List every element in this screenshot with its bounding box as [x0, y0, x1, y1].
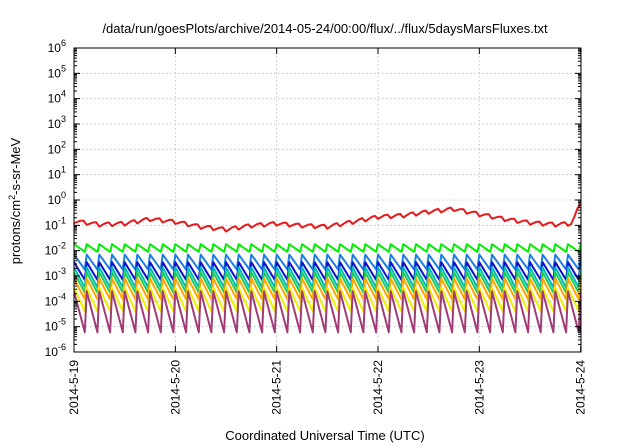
- x-tick-label: 2014-5-24: [574, 360, 588, 415]
- y-tick-label: 10-5: [45, 317, 66, 334]
- y-tick-label: 10-6: [45, 342, 66, 359]
- y-tick-label: 103: [48, 114, 66, 131]
- plot-frame: [73, 47, 582, 353]
- series-layer: [74, 203, 581, 334]
- x-tick-label: 2014-5-19: [67, 360, 81, 415]
- y-tick-label: 10-4: [45, 291, 66, 308]
- y-axis-title-pre: protons/cm: [8, 200, 23, 264]
- chart-title: /data/run/goesPlots/archive/2014-05-24/0…: [102, 21, 548, 36]
- x-tick-label: 2014-5-23: [472, 360, 486, 415]
- y-axis-title: protons/cm2-s-sr-MeV: [7, 137, 23, 264]
- x-tick-label: 2014-5-22: [371, 360, 385, 415]
- x-tick-label: 2014-5-20: [168, 360, 182, 415]
- y-tick-label: 10-3: [45, 266, 66, 283]
- x-axis-title: Coordinated Universal Time (UTC): [225, 428, 424, 443]
- flux-series-line-1: [74, 243, 581, 253]
- y-tick-label: 101: [48, 165, 66, 182]
- flux-series-line-8: [74, 290, 581, 334]
- y-tick-label: 102: [48, 139, 66, 156]
- y-tick-label: 106: [48, 38, 66, 55]
- y-tick-label: 105: [48, 63, 66, 80]
- y-tick-label: 10-2: [45, 241, 66, 258]
- x-tick-label: 2014-5-21: [270, 360, 284, 415]
- y-tick-label: 104: [48, 89, 66, 106]
- axes: 10-6 10-5 10-4 10-3 10-2 10-1 100 101 102 103 104 1…: [45, 38, 588, 415]
- y-tick-label: 10-1: [45, 215, 66, 232]
- y-tick-label: 100: [48, 190, 66, 207]
- flux-series-line-0: [74, 203, 581, 233]
- y-axis-title-post: -s-sr-MeV: [8, 137, 23, 194]
- y-axis-title-sup: 2: [7, 195, 17, 200]
